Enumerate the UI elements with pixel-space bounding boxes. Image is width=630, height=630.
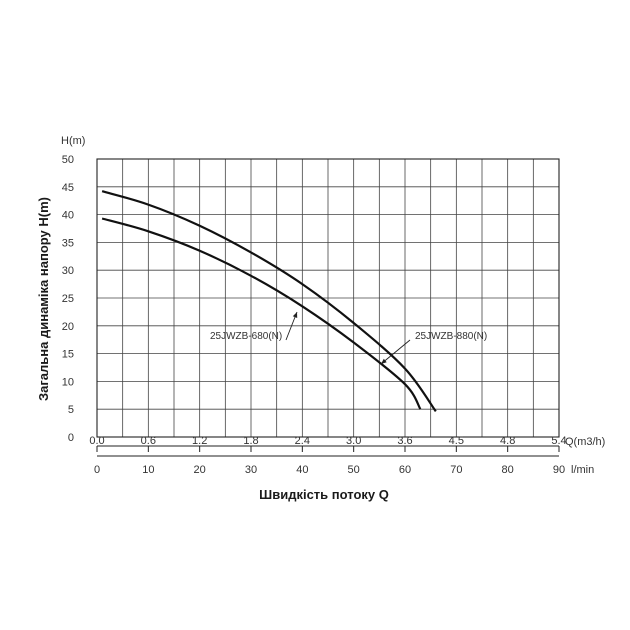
x-axis-title: Швидкість потоку Q: [259, 487, 389, 502]
x-tick-label-q: 4.5: [449, 435, 464, 447]
y-unit-label: H(m): [61, 135, 85, 147]
x-tick-label-l: 20: [194, 464, 206, 476]
curve-label-880: 25JWZB-880(N): [415, 331, 487, 342]
y-tick-label: 20: [62, 321, 74, 333]
x-tick-label-l: 90: [553, 464, 565, 476]
y-tick-labels: 0 5 10 15 20 25 30 35 40 45 50: [62, 154, 74, 444]
y-tick-label: 25: [62, 293, 74, 305]
x-tick-label-l: 40: [296, 464, 308, 476]
x-tick-label-l: 80: [502, 464, 514, 476]
x-tick-label-l: 60: [399, 464, 411, 476]
curve-680: [101, 217, 422, 410]
x-tick-label-l: 70: [450, 464, 462, 476]
chart-grid: [96, 158, 560, 438]
y-tick-label: 45: [62, 182, 74, 194]
y-tick-label: 0: [68, 432, 74, 444]
x-tick-label-q: 0.6: [141, 435, 156, 447]
y-axis-title: Загальна динаміка напору H(m): [36, 197, 51, 401]
x-axis-l: 0 10 20 30 40 50 60 70 80 90: [94, 455, 565, 476]
plot-border: [96, 158, 560, 438]
x-tick-label-l: 10: [142, 464, 154, 476]
curve-annotations: 25JWZB-680(N) 25JWZB-880(N): [210, 311, 487, 365]
x-tick-label-q: 3.6: [397, 435, 412, 447]
x-tick-label-q: 5.4: [551, 435, 566, 447]
x-tick-label-q: 0.0: [89, 435, 104, 447]
curves: [101, 190, 437, 413]
y-tick-label: 50: [62, 154, 74, 166]
x-tick-label-q: 3.0: [346, 435, 361, 447]
x-tick-label-q: 2.4: [295, 435, 310, 447]
x-tick-label-q: 1.2: [192, 435, 207, 447]
y-tick-label: 35: [62, 237, 74, 249]
x-tick-label-q: 4.8: [500, 435, 515, 447]
y-tick-label: 15: [62, 349, 74, 361]
x-tick-label-l: 30: [245, 464, 257, 476]
x-unit-q-label: Q(m3/h): [565, 436, 605, 448]
y-tick-label: 10: [62, 376, 74, 388]
x-tick-label-l: 50: [348, 464, 360, 476]
x-unit-l-label: l/min: [571, 464, 594, 476]
y-tick-label: 5: [68, 404, 74, 416]
x-tick-label-l: 0: [94, 464, 100, 476]
x-tick-label-q: 1.8: [243, 435, 258, 447]
curve-label-680: 25JWZB-680(N): [210, 331, 282, 342]
curve-label-880-arrowhead: [381, 358, 387, 364]
y-tick-label: 30: [62, 265, 74, 277]
curve-880: [101, 190, 437, 413]
y-tick-label: 40: [62, 210, 74, 222]
curve-label-880-leader: [380, 339, 411, 365]
x-axis-q: 0.0 0.6 1.2 1.8 2.4 3.0 3.6 4.5 4.8 5.4: [89, 435, 567, 452]
curve-label-680-arrowhead: [292, 312, 298, 318]
chart-frame: [96, 158, 560, 438]
